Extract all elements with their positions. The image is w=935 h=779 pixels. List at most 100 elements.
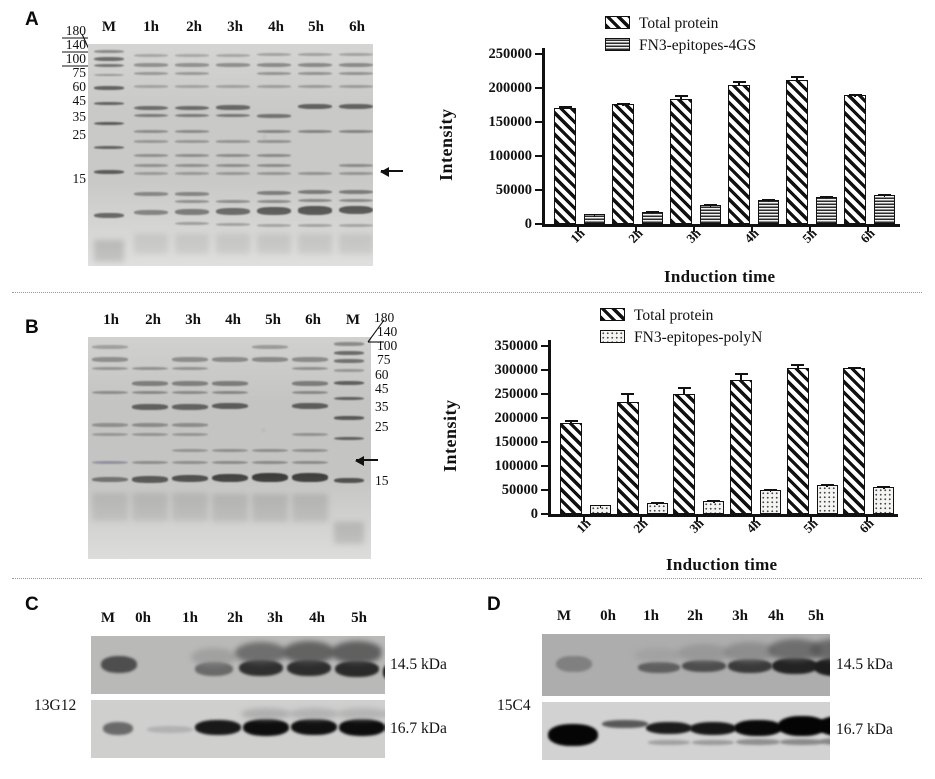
x-tick-label-3h: 3h (686, 515, 707, 536)
lane-label-3h: 3h (227, 19, 243, 35)
lane-label-5h: 5h (351, 610, 367, 626)
x-axis (542, 224, 900, 227)
error-bar (626, 393, 629, 402)
gel-image-panel-a (88, 44, 373, 266)
bar-total-protein-5h (786, 79, 808, 224)
lane-label-4h: 4h (768, 608, 784, 624)
error-bar-cap (764, 488, 777, 491)
y-tick-label: 50000 (501, 482, 538, 498)
y-tick-label: 250000 (494, 386, 539, 402)
x-tick (866, 516, 869, 522)
y-tick (541, 369, 548, 371)
legend-label-1: Total protein (639, 15, 719, 32)
lane-label-4h: 4h (268, 19, 284, 35)
lane-label-3h: 3h (185, 312, 201, 328)
ladder-leader-lines (367, 319, 385, 343)
x-axis-title: Induction time (664, 267, 776, 286)
ladder-label-15: 15 (375, 473, 389, 488)
y-axis-title: Intensity (440, 399, 460, 472)
y-tick-label: 200000 (494, 410, 539, 426)
ladder-label-180: 180 (65, 23, 86, 38)
y-tick-label: 0 (524, 216, 532, 232)
error-bar (683, 387, 686, 395)
bar-total-protein-1h (560, 422, 582, 514)
legend-swatch-2 (600, 330, 625, 343)
bar-fn3-epitopes-polyn-4h (760, 489, 781, 514)
error-bar-cap (707, 500, 721, 503)
panel-letter-a: A (25, 9, 39, 30)
bar-total-protein-3h (670, 98, 692, 224)
legend-label-2: FN3-epitopes-4GS (639, 37, 757, 54)
panel-d-kda-label-16.7: 16.7 kDa (836, 721, 893, 738)
error-bar-cap (616, 102, 630, 105)
lane-label-0h: 0h (600, 608, 616, 624)
y-tick (535, 189, 542, 191)
y-axis-title: Intensity (436, 108, 456, 181)
lane-label-2h: 2h (145, 312, 161, 328)
x-tick (867, 226, 869, 232)
y-tick (541, 345, 548, 347)
bar-fn3-epitopes-4gs-3h (700, 204, 721, 224)
legend-label-2: FN3-epitopes-polyN (634, 329, 763, 346)
bar-chart-panel-b: 0 50000 100000 150000 200000 250000 300000 3500… (430, 306, 910, 574)
y-tick (541, 513, 548, 515)
x-tick-label-2h: 2h (629, 515, 651, 536)
y-tick (535, 87, 542, 89)
x-tick-label-6h: 6h (857, 225, 878, 246)
y-tick-label: 200000 (488, 80, 533, 96)
panel-letter-c: C (25, 594, 39, 615)
error-bar-cap (564, 420, 578, 423)
lane-label-5h: 5h (808, 608, 824, 624)
x-tick-label-4h: 4h (741, 225, 762, 246)
legend-label-1: Total protein (634, 307, 714, 324)
ladder-label-75: 75 (377, 352, 391, 367)
error-bar-cap (790, 76, 804, 79)
x-axis (548, 514, 898, 517)
bar-total-protein-2h (612, 104, 634, 224)
error-bar-cap (704, 203, 717, 206)
bar-fn3-epitopes-4gs-4h (758, 200, 779, 224)
lane-label-m: M (100, 610, 116, 626)
blot-image-panel-c-14.5kda (91, 636, 385, 694)
x-tick-label-1h: 1h (573, 515, 594, 536)
bar-fn3-epitopes-4gs-6h (874, 194, 895, 224)
legend-swatch-2 (605, 38, 630, 51)
arrow-indicator-panel-b (355, 456, 378, 466)
y-tick (535, 121, 542, 123)
panel-d-antibody-label: 15C4 (497, 697, 531, 714)
error-bar-cap (621, 393, 635, 395)
error-bar-cap (674, 95, 688, 98)
blot-image-panel-d-14.5kda (542, 634, 830, 696)
x-tick-label-3h: 3h (683, 225, 704, 246)
y-tick-label: 100000 (494, 458, 539, 474)
legend-swatch-1 (605, 16, 630, 29)
y-tick-label: 250000 (488, 46, 533, 62)
y-axis (542, 48, 545, 226)
bar-fn3-epitopes-4gs-5h (816, 196, 837, 224)
ladder-label-45: 45 (72, 93, 87, 108)
error-bar-cap (847, 366, 861, 369)
panel-divider-1 (12, 292, 922, 293)
lane-label-3h: 3h (267, 610, 283, 626)
legend-swatch-1 (600, 308, 625, 321)
lane-label-2h: 2h (227, 610, 243, 626)
x-tick-label-4h: 4h (743, 515, 764, 536)
error-bar-cap (791, 364, 805, 367)
lane-label-6h: 6h (305, 312, 321, 328)
ladder-label-140: 140 (377, 324, 398, 339)
bar-total-protein-5h (786, 367, 809, 514)
error-bar-cap (878, 193, 891, 196)
bar-total-protein-6h (844, 95, 866, 224)
y-tick (535, 223, 542, 225)
x-tick-label-1h: 1h (567, 225, 588, 246)
bar-total-protein-6h (843, 368, 866, 514)
y-tick-label: 150000 (488, 114, 533, 130)
y-tick (541, 489, 548, 491)
panel-c-kda-label-14.5: 14.5 kDa (390, 656, 447, 673)
bar-chart-panel-a: 0 50000 100000 150000 200000 250000 1h 2h 3h 4h 5h… (430, 8, 910, 286)
lane-label-3h: 3h (732, 608, 748, 624)
y-tick-label: 50000 (495, 182, 532, 198)
lane-label-5h: 5h (265, 312, 281, 328)
bar-fn3-epitopes-polyn-6h (873, 486, 895, 514)
x-tick (635, 226, 637, 232)
